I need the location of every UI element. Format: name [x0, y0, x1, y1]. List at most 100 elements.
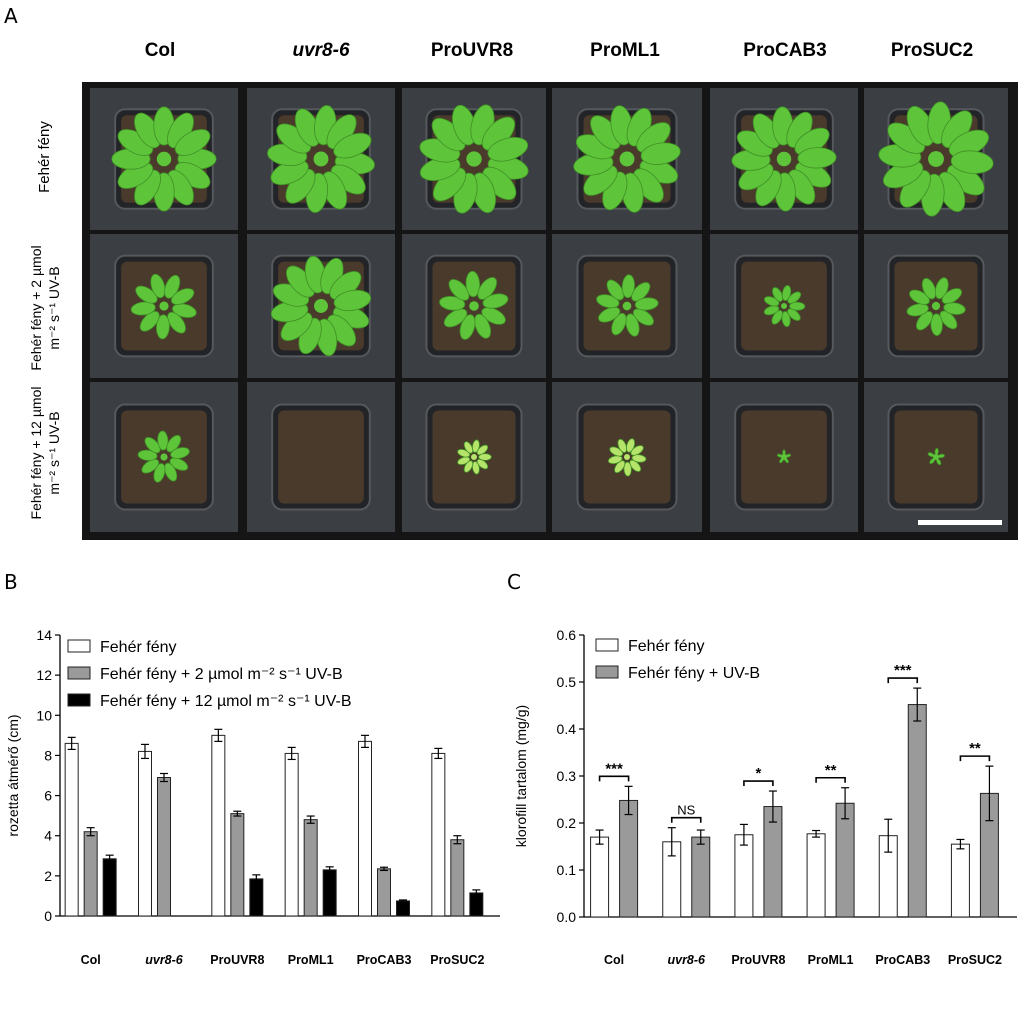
- rosette-diameter-chart: 0 2 4 6 8 10 12 14 rozetta átmérő (cm) Col uvr8-6 P…: [5, 627, 500, 967]
- leaf: [157, 430, 169, 451]
- leaf: [174, 129, 211, 156]
- plant-cell-r3-c2: [247, 382, 395, 532]
- leaf: [634, 297, 659, 311]
- leaf: [640, 142, 681, 165]
- significance-label: *: [755, 765, 761, 782]
- leaf: [144, 436, 161, 454]
- rosette-center: [471, 454, 477, 460]
- leaf: [930, 313, 943, 336]
- plant-cell-r2-c5: [710, 234, 858, 378]
- bar-Col-series3: [102, 858, 117, 917]
- y-axis-label: rozetta átmérő (cm): [5, 714, 21, 836]
- leaf: [457, 456, 471, 466]
- plant-cell-r3-c5: [710, 382, 858, 532]
- y-tick-label: 6: [44, 788, 52, 804]
- plant-cell-r3-c3: [402, 382, 546, 532]
- category-label: ProCAB3: [357, 953, 412, 967]
- column-header-procab3: ProCAB3: [743, 40, 827, 61]
- significance-label: **: [825, 762, 837, 779]
- rosette-center: [156, 151, 172, 167]
- y-tick-label: 8: [44, 747, 52, 763]
- leaf: [476, 458, 489, 470]
- leaf: [482, 293, 509, 309]
- significance-label: ***: [605, 760, 623, 777]
- legend-swatch: [67, 666, 91, 680]
- leaf: [631, 454, 647, 463]
- leaf: [172, 303, 197, 318]
- y-tick-label: 0.3: [557, 768, 577, 784]
- chlorophyll-content-chart: 0.0 0.1 0.2 0.3 0.4 0.5 0.6 klorofill tartalom …: [513, 627, 1017, 967]
- leaf: [333, 289, 372, 312]
- y-tick-label: 0.5: [557, 674, 577, 690]
- bar-ProML1-series1: [284, 752, 299, 917]
- leaf: [477, 277, 498, 300]
- column-header-prosuc2: ProSUC2: [890, 40, 974, 61]
- legend-label: Fehér fény: [100, 639, 176, 656]
- plant-cell-r3-c6: [864, 382, 1008, 532]
- bar-Col-series1: [64, 742, 79, 917]
- category-label: ProUVR8: [210, 953, 264, 967]
- significance-bracket: [815, 776, 846, 783]
- leaf: [632, 308, 654, 326]
- y-tick-label: 0.1: [557, 862, 577, 878]
- leaf: [781, 285, 792, 302]
- legend-label: Fehér fény + UV-B: [628, 665, 760, 682]
- column-header-col: Col: [144, 40, 176, 61]
- leaf: [611, 312, 627, 336]
- leaf: [934, 277, 949, 300]
- leaf: [166, 434, 182, 453]
- leaf: [934, 447, 939, 456]
- plant-cell-r1-c5: [710, 88, 858, 230]
- leaf: [463, 460, 474, 473]
- significance-bracket: [743, 780, 774, 787]
- leaf: [474, 313, 492, 339]
- leaf: [797, 147, 837, 169]
- rosette-center: [466, 151, 482, 167]
- leaf: [465, 270, 481, 298]
- rosette-center: [781, 303, 787, 309]
- plant-photo-canvas: [90, 88, 1008, 532]
- soil: [278, 410, 364, 504]
- bar-ProCAB3-series3: [396, 900, 410, 917]
- y-tick-label: 4: [44, 828, 52, 844]
- category-label: ProUVR8: [731, 953, 785, 967]
- leaf: [150, 273, 166, 299]
- leaf: [598, 306, 621, 323]
- leaf: [915, 311, 933, 331]
- y-tick-label: 0.4: [557, 721, 577, 737]
- panel-c-label: C: [507, 570, 521, 594]
- leaf: [941, 288, 962, 305]
- leaf: [631, 282, 651, 302]
- significance-bracket: [887, 677, 919, 684]
- leaf: [906, 303, 929, 317]
- rosette-center: [928, 151, 944, 167]
- rosette-center: [314, 299, 328, 313]
- leaf: [596, 294, 620, 309]
- significance-bracket: [598, 775, 630, 782]
- bar-ProML1-series1: [806, 833, 826, 918]
- bar-ProCAB3-series2: [907, 704, 927, 918]
- plant-cell-r2-c1: [90, 234, 238, 378]
- leaf: [621, 274, 635, 299]
- leaf: [487, 137, 529, 162]
- plant-cell-r2-c3: [402, 234, 546, 378]
- leaf: [459, 314, 476, 340]
- column-header-prouvr8: ProUVR8: [430, 40, 514, 61]
- leaf: [448, 279, 470, 301]
- rosette-center: [781, 454, 787, 460]
- leaf: [629, 459, 642, 472]
- leaf: [170, 288, 195, 305]
- leaf: [135, 285, 158, 304]
- legend-swatch: [67, 639, 91, 653]
- plant-cell-r2-c6: [864, 234, 1008, 378]
- leaf: [443, 308, 468, 328]
- bar-ProSUC2-series2: [450, 839, 465, 917]
- plant-cell-r1-c4: [552, 88, 702, 230]
- category-label: ProML1: [288, 953, 334, 967]
- rosette-center: [933, 454, 939, 460]
- legend-swatch: [595, 665, 619, 679]
- leaf: [153, 463, 166, 483]
- leaf: [164, 462, 178, 482]
- significance-bracket: [670, 816, 702, 823]
- bar-ProUVR8-series2: [230, 813, 245, 917]
